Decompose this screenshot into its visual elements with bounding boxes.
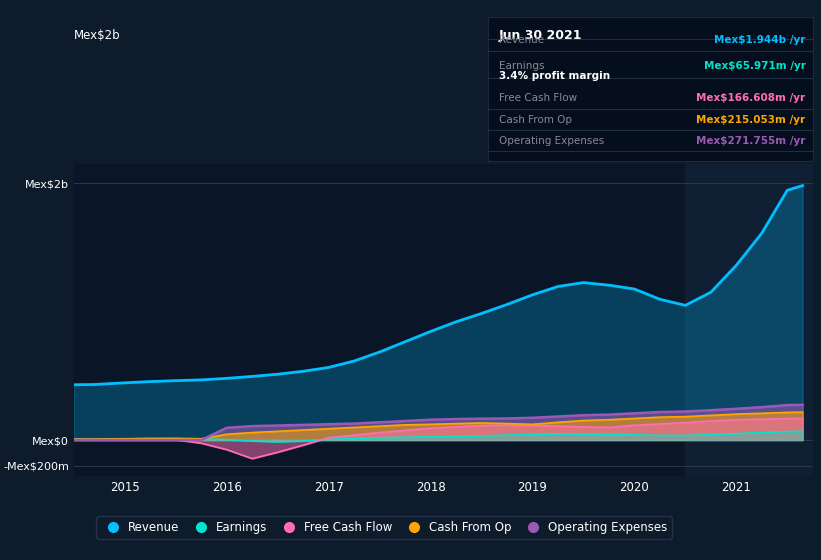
Text: Revenue: Revenue — [499, 35, 544, 45]
Text: Mex$1.944b /yr: Mex$1.944b /yr — [714, 35, 805, 45]
Text: 3.4% profit margin: 3.4% profit margin — [499, 71, 610, 81]
Text: Cash From Op: Cash From Op — [499, 115, 571, 125]
Text: Jun 30 2021: Jun 30 2021 — [499, 29, 582, 41]
Text: Earnings: Earnings — [499, 61, 544, 71]
Bar — [686, 164, 821, 476]
Text: Mex$271.755m /yr: Mex$271.755m /yr — [696, 136, 805, 146]
Text: Mex$215.053m /yr: Mex$215.053m /yr — [696, 115, 805, 125]
Text: Mex$2b: Mex$2b — [74, 29, 121, 41]
Text: Mex$166.608m /yr: Mex$166.608m /yr — [696, 94, 805, 104]
Text: Operating Expenses: Operating Expenses — [499, 136, 604, 146]
Legend: Revenue, Earnings, Free Cash Flow, Cash From Op, Operating Expenses: Revenue, Earnings, Free Cash Flow, Cash … — [96, 516, 672, 539]
Text: Free Cash Flow: Free Cash Flow — [499, 94, 577, 104]
FancyBboxPatch shape — [488, 17, 813, 161]
Text: Mex$65.971m /yr: Mex$65.971m /yr — [704, 61, 805, 71]
